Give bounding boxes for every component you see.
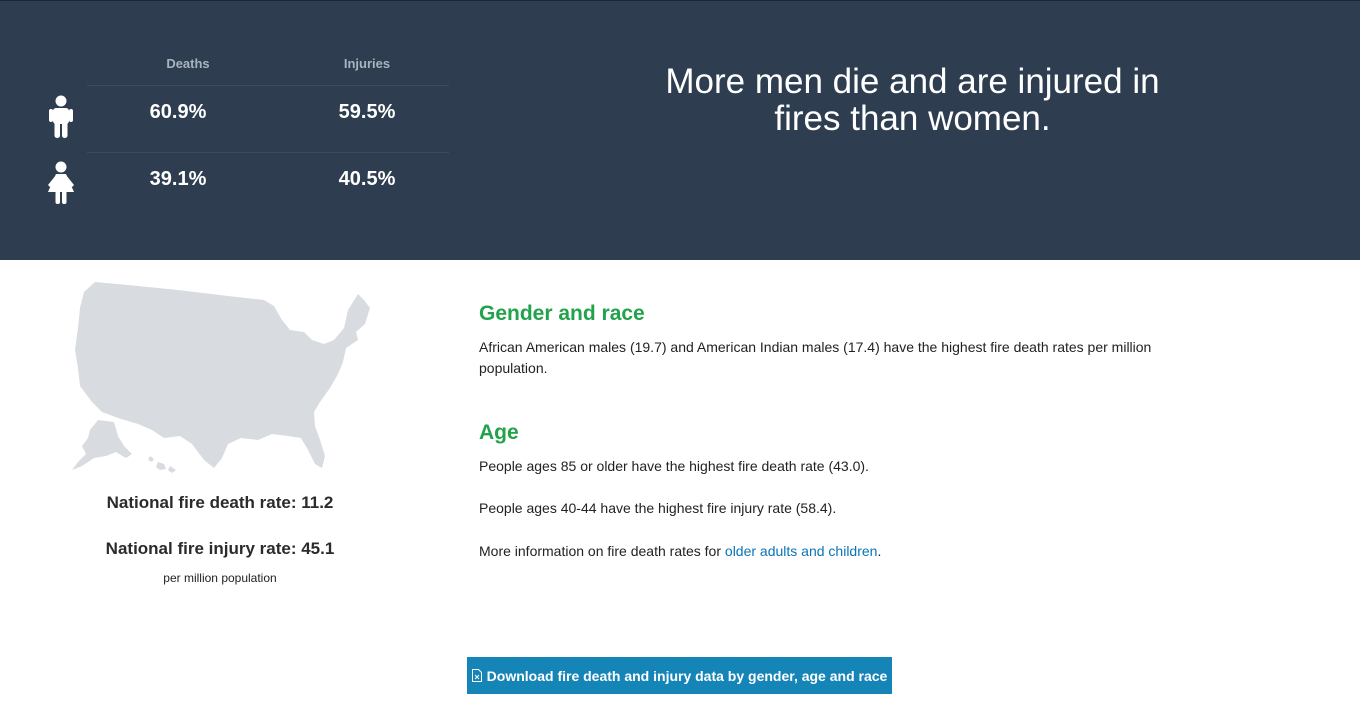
- rate-unit-note: per million population: [163, 571, 277, 585]
- us-map: [72, 282, 370, 473]
- age-injury-text: People ages 40-44 have the highest fire …: [479, 500, 837, 516]
- age-heading: Age: [479, 421, 519, 444]
- female-injuries-value: 40.5%: [338, 168, 396, 190]
- hero-headline: More men die and are injured in fires th…: [665, 62, 1160, 138]
- download-button-label: Download fire death and injury data by g…: [486, 667, 888, 684]
- hero-banner: Deaths Injuries 60.9% 59.5% 39.1% 40.5% …: [0, 0, 1360, 260]
- deaths-column-header: Deaths: [166, 56, 210, 71]
- more-info-suffix: .: [877, 543, 882, 559]
- gender-stats-table: Deaths Injuries 60.9% 59.5% 39.1% 40.5%: [40, 1, 450, 261]
- female-deaths-value: 39.1%: [149, 168, 207, 190]
- download-data-button[interactable]: Download fire death and injury data by g…: [467, 657, 892, 694]
- divider: [87, 85, 449, 86]
- female-icon: [48, 161, 74, 204]
- more-info-text: More information on fire death rates for…: [479, 541, 1159, 562]
- male-icon: [49, 95, 73, 138]
- male-injuries-value: 59.5%: [338, 101, 396, 123]
- age-death-text: People ages 85 or older have the highest…: [479, 458, 869, 474]
- more-info-prefix: More information on fire death rates for: [479, 543, 725, 559]
- older-adults-children-link[interactable]: older adults and children: [724, 543, 878, 559]
- male-deaths-value: 60.9%: [149, 101, 207, 123]
- gender-race-heading: Gender and race: [479, 302, 645, 325]
- gender-race-text: African American males (19.7) and Americ…: [479, 339, 1152, 376]
- document-icon: [471, 669, 482, 682]
- divider: [87, 152, 449, 153]
- national-injury-rate: National fire injury rate: 45.1: [105, 539, 335, 558]
- injuries-column-header: Injuries: [343, 56, 391, 71]
- national-death-rate: National fire death rate: 11.2: [106, 493, 334, 512]
